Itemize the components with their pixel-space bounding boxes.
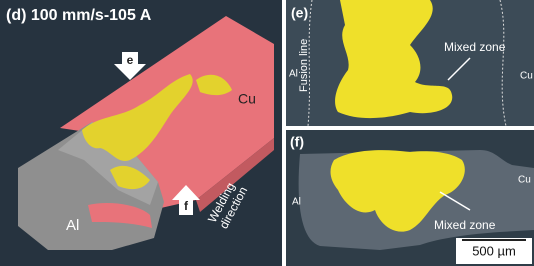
material-label: Al bbox=[289, 69, 298, 80]
material-label: Al bbox=[66, 217, 79, 234]
material-label: Cu bbox=[238, 91, 256, 107]
panel-f: 500 µm (f) Cu Al Mixed zone bbox=[286, 130, 534, 266]
panel-title: (f) bbox=[290, 134, 304, 150]
annotation: Mixed zone bbox=[444, 40, 506, 54]
figure: e f (d) 100 mm/s-105 A Cu Al Welding dir… bbox=[0, 0, 534, 266]
arrow-label: e bbox=[127, 53, 134, 67]
panel-title: (e) bbox=[291, 5, 308, 21]
material-label: Cu bbox=[518, 175, 531, 186]
panel-e: (e) Mixed zone Al Cu Fusion line bbox=[286, 0, 534, 126]
material-label: Al bbox=[292, 197, 301, 208]
material-label: Cu bbox=[520, 71, 533, 82]
annotation: Fusion line bbox=[298, 39, 310, 92]
panel-d: e f (d) 100 mm/s-105 A Cu Al Welding dir… bbox=[0, 0, 282, 266]
panel-title: (d) 100 mm/s-105 A bbox=[6, 7, 152, 24]
annotation: Mixed zone bbox=[434, 218, 496, 232]
scale-bar-label: 500 µm bbox=[472, 243, 516, 258]
